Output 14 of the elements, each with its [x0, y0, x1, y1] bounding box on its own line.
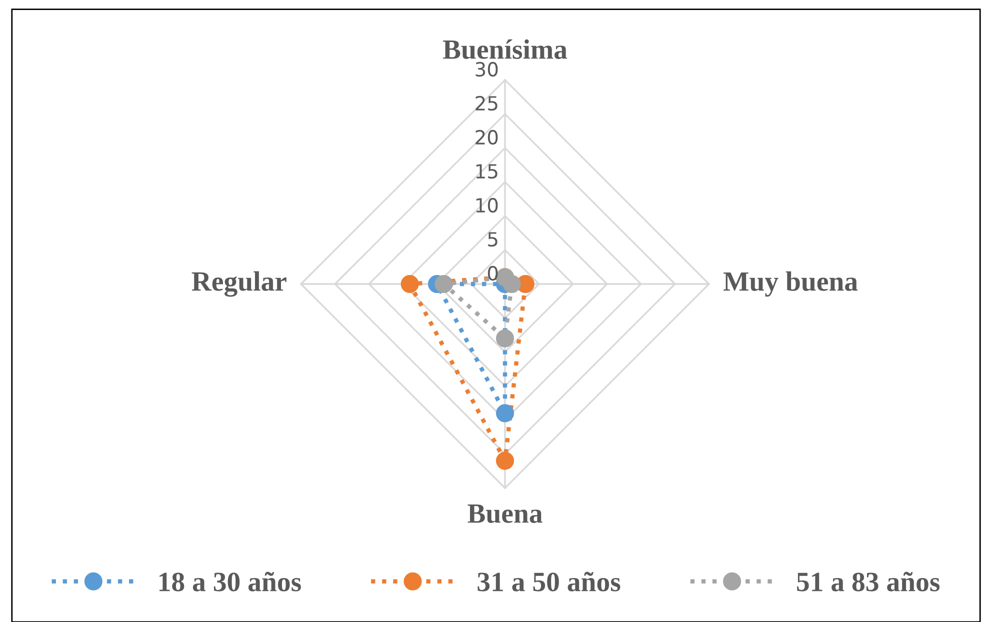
- y-tick-label: 10: [476, 198, 498, 213]
- legend-label: 31 a 50 años: [478, 572, 620, 592]
- spoke-label: Regular: [192, 271, 286, 297]
- spoke-label: Muy buena: [723, 271, 858, 297]
- y-tick-label: 5: [488, 232, 498, 247]
- y-tick-label: 30: [476, 62, 498, 77]
- y-tick-label: 15: [476, 164, 498, 179]
- y-tick-label: 25: [476, 96, 498, 111]
- legend-label: 51 a 83 años: [797, 572, 940, 592]
- y-tick-label: 0: [488, 266, 498, 281]
- spoke-label: Buena: [468, 504, 542, 524]
- y-tick-label: 20: [476, 130, 498, 145]
- legend-label: 18 a 30 años: [160, 572, 301, 592]
- spoke-label: Buenísima: [442, 39, 568, 60]
